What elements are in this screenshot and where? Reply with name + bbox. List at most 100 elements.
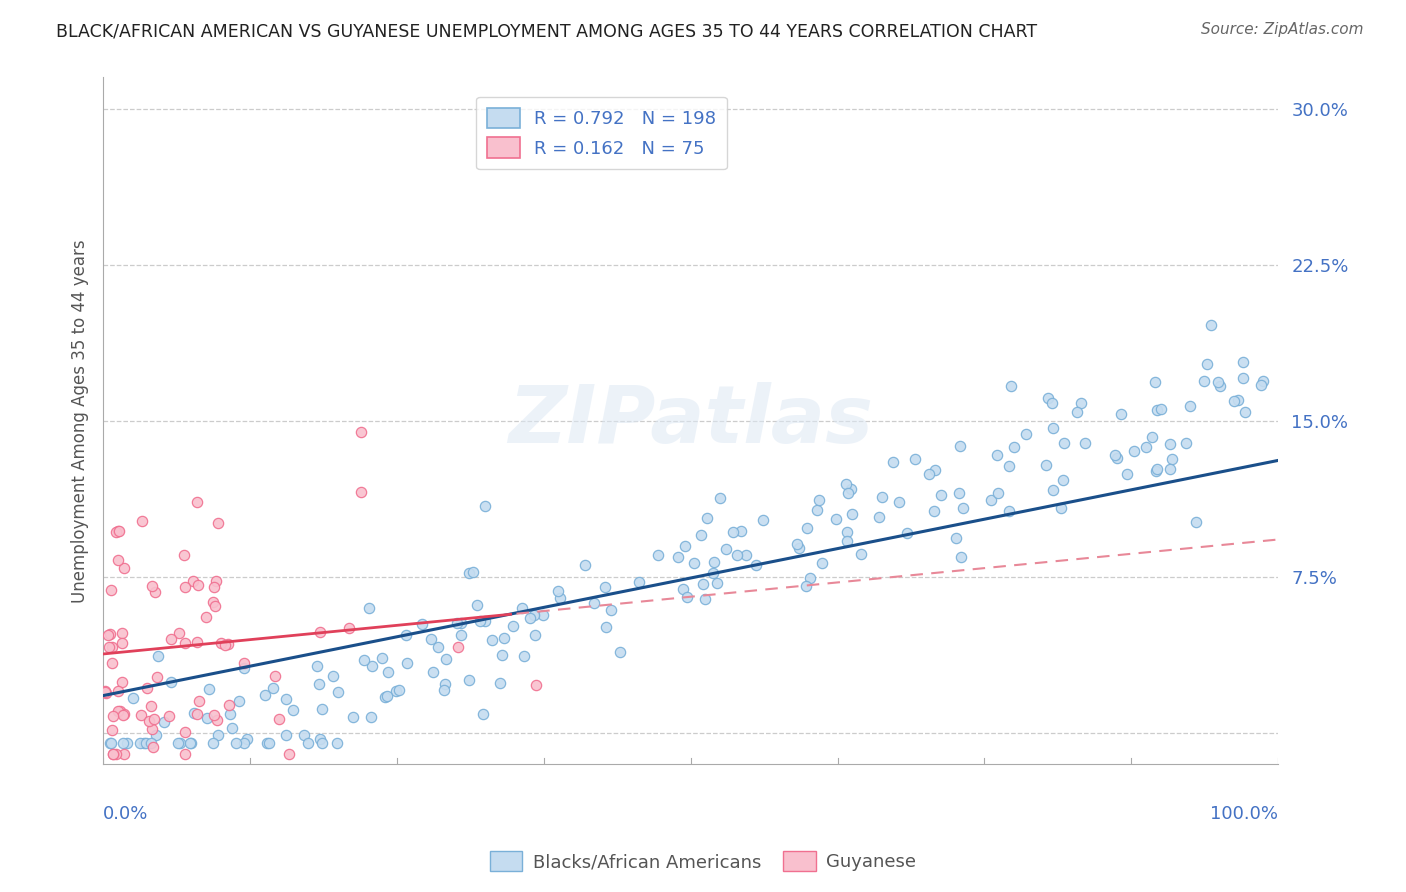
Point xyxy=(1197,357,1219,371)
Point xyxy=(1206,375,1229,389)
Point xyxy=(112,561,135,575)
Point xyxy=(142,739,165,754)
Point xyxy=(450,615,472,630)
Point xyxy=(201,736,224,750)
Point xyxy=(107,684,129,698)
Point xyxy=(207,516,229,530)
Legend: R = 0.792   N = 198, R = 0.162   N = 75: R = 0.792 N = 198, R = 0.162 N = 75 xyxy=(477,96,727,169)
Point xyxy=(411,617,433,632)
Point xyxy=(1159,437,1181,451)
Point xyxy=(1042,421,1064,435)
Point xyxy=(142,712,165,726)
Point xyxy=(101,747,124,761)
Point xyxy=(107,524,129,538)
Point xyxy=(174,747,197,761)
Point xyxy=(1002,440,1025,454)
Point xyxy=(183,706,205,721)
Text: 0.0%: 0.0% xyxy=(103,805,149,823)
Point xyxy=(474,500,496,514)
Point xyxy=(1104,448,1126,462)
Point xyxy=(377,665,399,679)
Point xyxy=(1178,399,1201,413)
Point xyxy=(166,736,188,750)
Point xyxy=(1053,436,1076,450)
Point xyxy=(371,651,394,665)
Point xyxy=(322,669,344,683)
Point xyxy=(904,451,927,466)
Point xyxy=(721,524,744,539)
Point xyxy=(104,747,127,761)
Point xyxy=(375,690,398,704)
Point xyxy=(135,736,157,750)
Point xyxy=(100,583,122,598)
Point xyxy=(103,747,125,761)
Point xyxy=(851,547,873,561)
Point xyxy=(218,698,240,713)
Point xyxy=(173,548,195,562)
Point xyxy=(1140,429,1163,443)
Point xyxy=(1251,374,1274,388)
Text: ZIPatlas: ZIPatlas xyxy=(508,382,873,460)
Point xyxy=(426,640,449,654)
Point xyxy=(111,736,134,750)
Point xyxy=(232,657,254,671)
Point xyxy=(98,640,121,654)
Point xyxy=(519,611,541,625)
Point xyxy=(205,713,228,727)
Point xyxy=(433,683,456,698)
Point xyxy=(219,707,242,722)
Point xyxy=(492,631,515,645)
Point xyxy=(143,584,166,599)
Point xyxy=(422,665,444,679)
Point xyxy=(450,628,472,642)
Point xyxy=(672,582,695,597)
Point xyxy=(1144,464,1167,478)
Point xyxy=(94,684,117,698)
Point xyxy=(263,669,285,683)
Point xyxy=(689,528,711,542)
Point xyxy=(308,677,330,691)
Point xyxy=(292,728,315,742)
Point xyxy=(267,712,290,726)
Point xyxy=(461,566,484,580)
Legend: Blacks/African Americans, Guyanese: Blacks/African Americans, Guyanese xyxy=(482,844,924,879)
Point xyxy=(458,673,481,688)
Point xyxy=(198,682,221,697)
Point xyxy=(709,491,731,505)
Point xyxy=(744,558,766,572)
Point xyxy=(419,632,441,647)
Point xyxy=(1066,405,1088,419)
Point xyxy=(122,691,145,706)
Point xyxy=(808,492,831,507)
Point xyxy=(174,725,197,739)
Point xyxy=(987,486,1010,500)
Point xyxy=(233,661,256,675)
Point xyxy=(374,690,396,704)
Point xyxy=(870,491,893,505)
Point xyxy=(187,694,209,708)
Point xyxy=(841,508,863,522)
Point xyxy=(169,736,191,750)
Point xyxy=(278,747,301,761)
Point xyxy=(702,566,724,580)
Point xyxy=(361,658,384,673)
Point xyxy=(100,736,122,750)
Point xyxy=(141,698,163,713)
Point xyxy=(835,533,858,548)
Point xyxy=(889,495,911,509)
Point xyxy=(949,549,972,564)
Point xyxy=(436,652,458,666)
Point xyxy=(204,599,226,613)
Point xyxy=(796,521,818,535)
Point xyxy=(129,707,152,722)
Point xyxy=(1160,451,1182,466)
Point xyxy=(457,566,479,580)
Point xyxy=(751,513,773,527)
Point xyxy=(1250,378,1272,392)
Point xyxy=(396,657,419,671)
Point xyxy=(609,645,631,659)
Point xyxy=(696,510,718,524)
Y-axis label: Unemployment Among Ages 35 to 44 years: Unemployment Among Ages 35 to 44 years xyxy=(72,239,89,603)
Point xyxy=(868,510,890,524)
Point xyxy=(512,601,534,615)
